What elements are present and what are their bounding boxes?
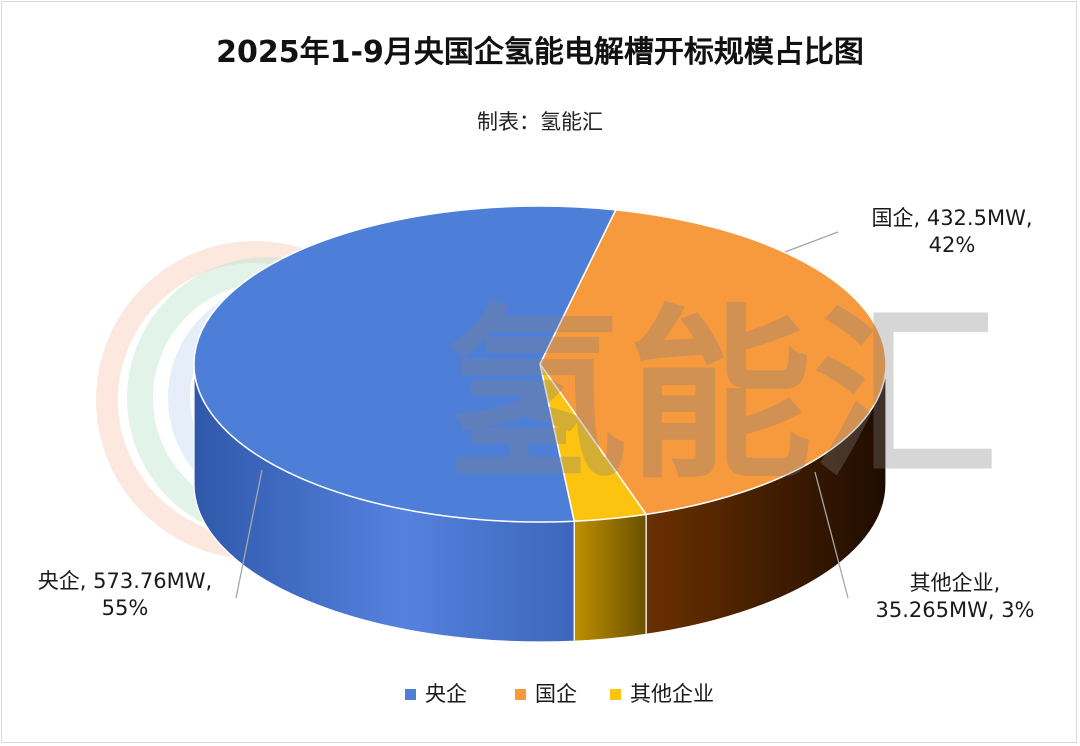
chart-title: 2025年1-9月央国企氢能电解槽开标规模占比图 (216, 35, 864, 70)
data-label-other: 其他企业, 35.265MW, 3% (875, 571, 1034, 622)
chart-subtitle: 制表：氢能汇 (477, 110, 603, 134)
leader-line (784, 231, 839, 253)
watermark-text: 氢能汇 (443, 288, 998, 504)
chart-legend: 央企 国企 其他企业 (405, 682, 714, 706)
slice-state-soe (539, 209, 887, 516)
legend-swatch (405, 689, 416, 700)
legend-entry: 央企 (425, 682, 467, 706)
slice-central-soe (193, 205, 617, 523)
legend-entry: 其他企业 (630, 682, 714, 706)
leader-line (235, 469, 263, 599)
leader-line (814, 471, 849, 599)
legend-entry: 国企 (535, 682, 577, 706)
legend-swatch (515, 689, 526, 700)
slice-side-other (573, 513, 647, 642)
data-label-central-soe: 央企, 573.76MW, 55% (38, 569, 212, 620)
data-label-state-soe: 国企, 432.5MW, 42% (871, 206, 1032, 257)
legend-swatch (610, 689, 621, 700)
